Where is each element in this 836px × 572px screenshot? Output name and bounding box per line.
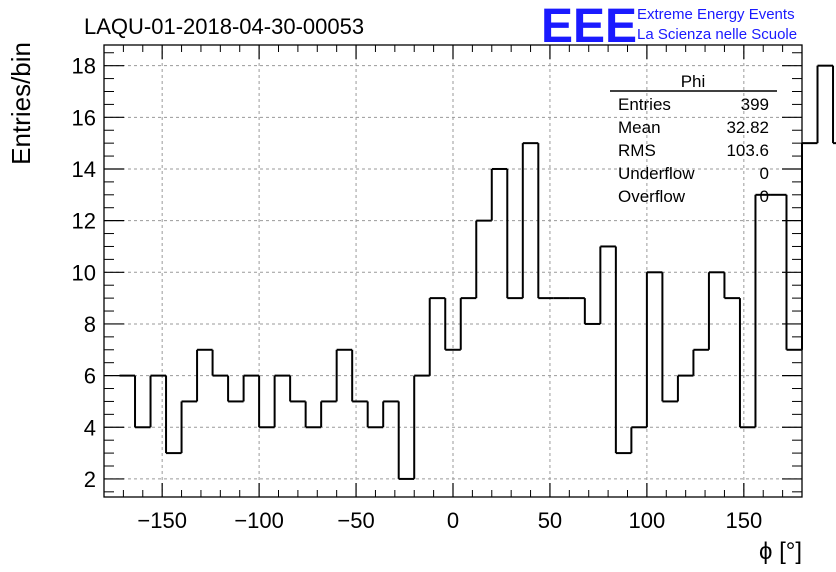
stats-row-value: 32.82 — [726, 118, 769, 137]
stats-row-label: Entries — [618, 95, 671, 114]
x-tick-label: 0 — [447, 508, 459, 533]
eee-logo-mark: EEE — [541, 0, 637, 53]
x-tick-label: −150 — [137, 508, 187, 533]
stats-row-value: 0 — [760, 164, 769, 183]
x-axis-label: ϕ [°] — [759, 538, 802, 565]
y-tick-label: 12 — [72, 209, 96, 234]
stats-row-value: 399 — [741, 95, 769, 114]
y-tick-label: 8 — [84, 312, 96, 337]
y-tick-label: 10 — [72, 260, 96, 285]
stats-row-label: Underflow — [618, 164, 695, 183]
eee-logo-line2: La Scienza nelle Scuole — [637, 26, 797, 43]
eee-logo-line1: Extreme Energy Events — [637, 6, 795, 23]
stats-box-title: Phi — [681, 72, 706, 91]
stats-row-value: 103.6 — [726, 141, 769, 160]
x-tick-label: 150 — [725, 508, 762, 533]
stats-row-value: 0 — [760, 187, 769, 206]
histogram-layer — [119, 64, 836, 480]
x-tick-label: 100 — [629, 508, 666, 533]
y-tick-label: 18 — [72, 54, 96, 79]
grid-layer — [104, 45, 802, 497]
x-tick-label: 50 — [538, 508, 562, 533]
y-tick-label: 4 — [84, 415, 96, 440]
y-tick-label: 2 — [84, 467, 96, 492]
tick-layer — [104, 45, 802, 497]
chart-title: LAQU-01-2018-04-30-00053 — [84, 14, 364, 39]
y-tick-label: 14 — [72, 157, 96, 182]
tick-label-layer: −150 −100 −50 0 50 100 150 2 4 6 8 10 12 14 16 18 — [72, 54, 763, 533]
stats-row-label: Overflow — [618, 187, 686, 206]
x-tick-label: −100 — [234, 508, 284, 533]
stats-row-label: Mean — [618, 118, 661, 137]
y-tick-label: 6 — [84, 364, 96, 389]
y-tick-label: 16 — [72, 105, 96, 130]
stats-row-label: RMS — [618, 141, 656, 160]
y-axis-label: Entries/bin — [6, 42, 36, 165]
x-tick-label: −50 — [337, 508, 374, 533]
stats-box: Phi Entries 399 Mean 32.82 RMS 103.6 Underflow… — [610, 72, 777, 206]
